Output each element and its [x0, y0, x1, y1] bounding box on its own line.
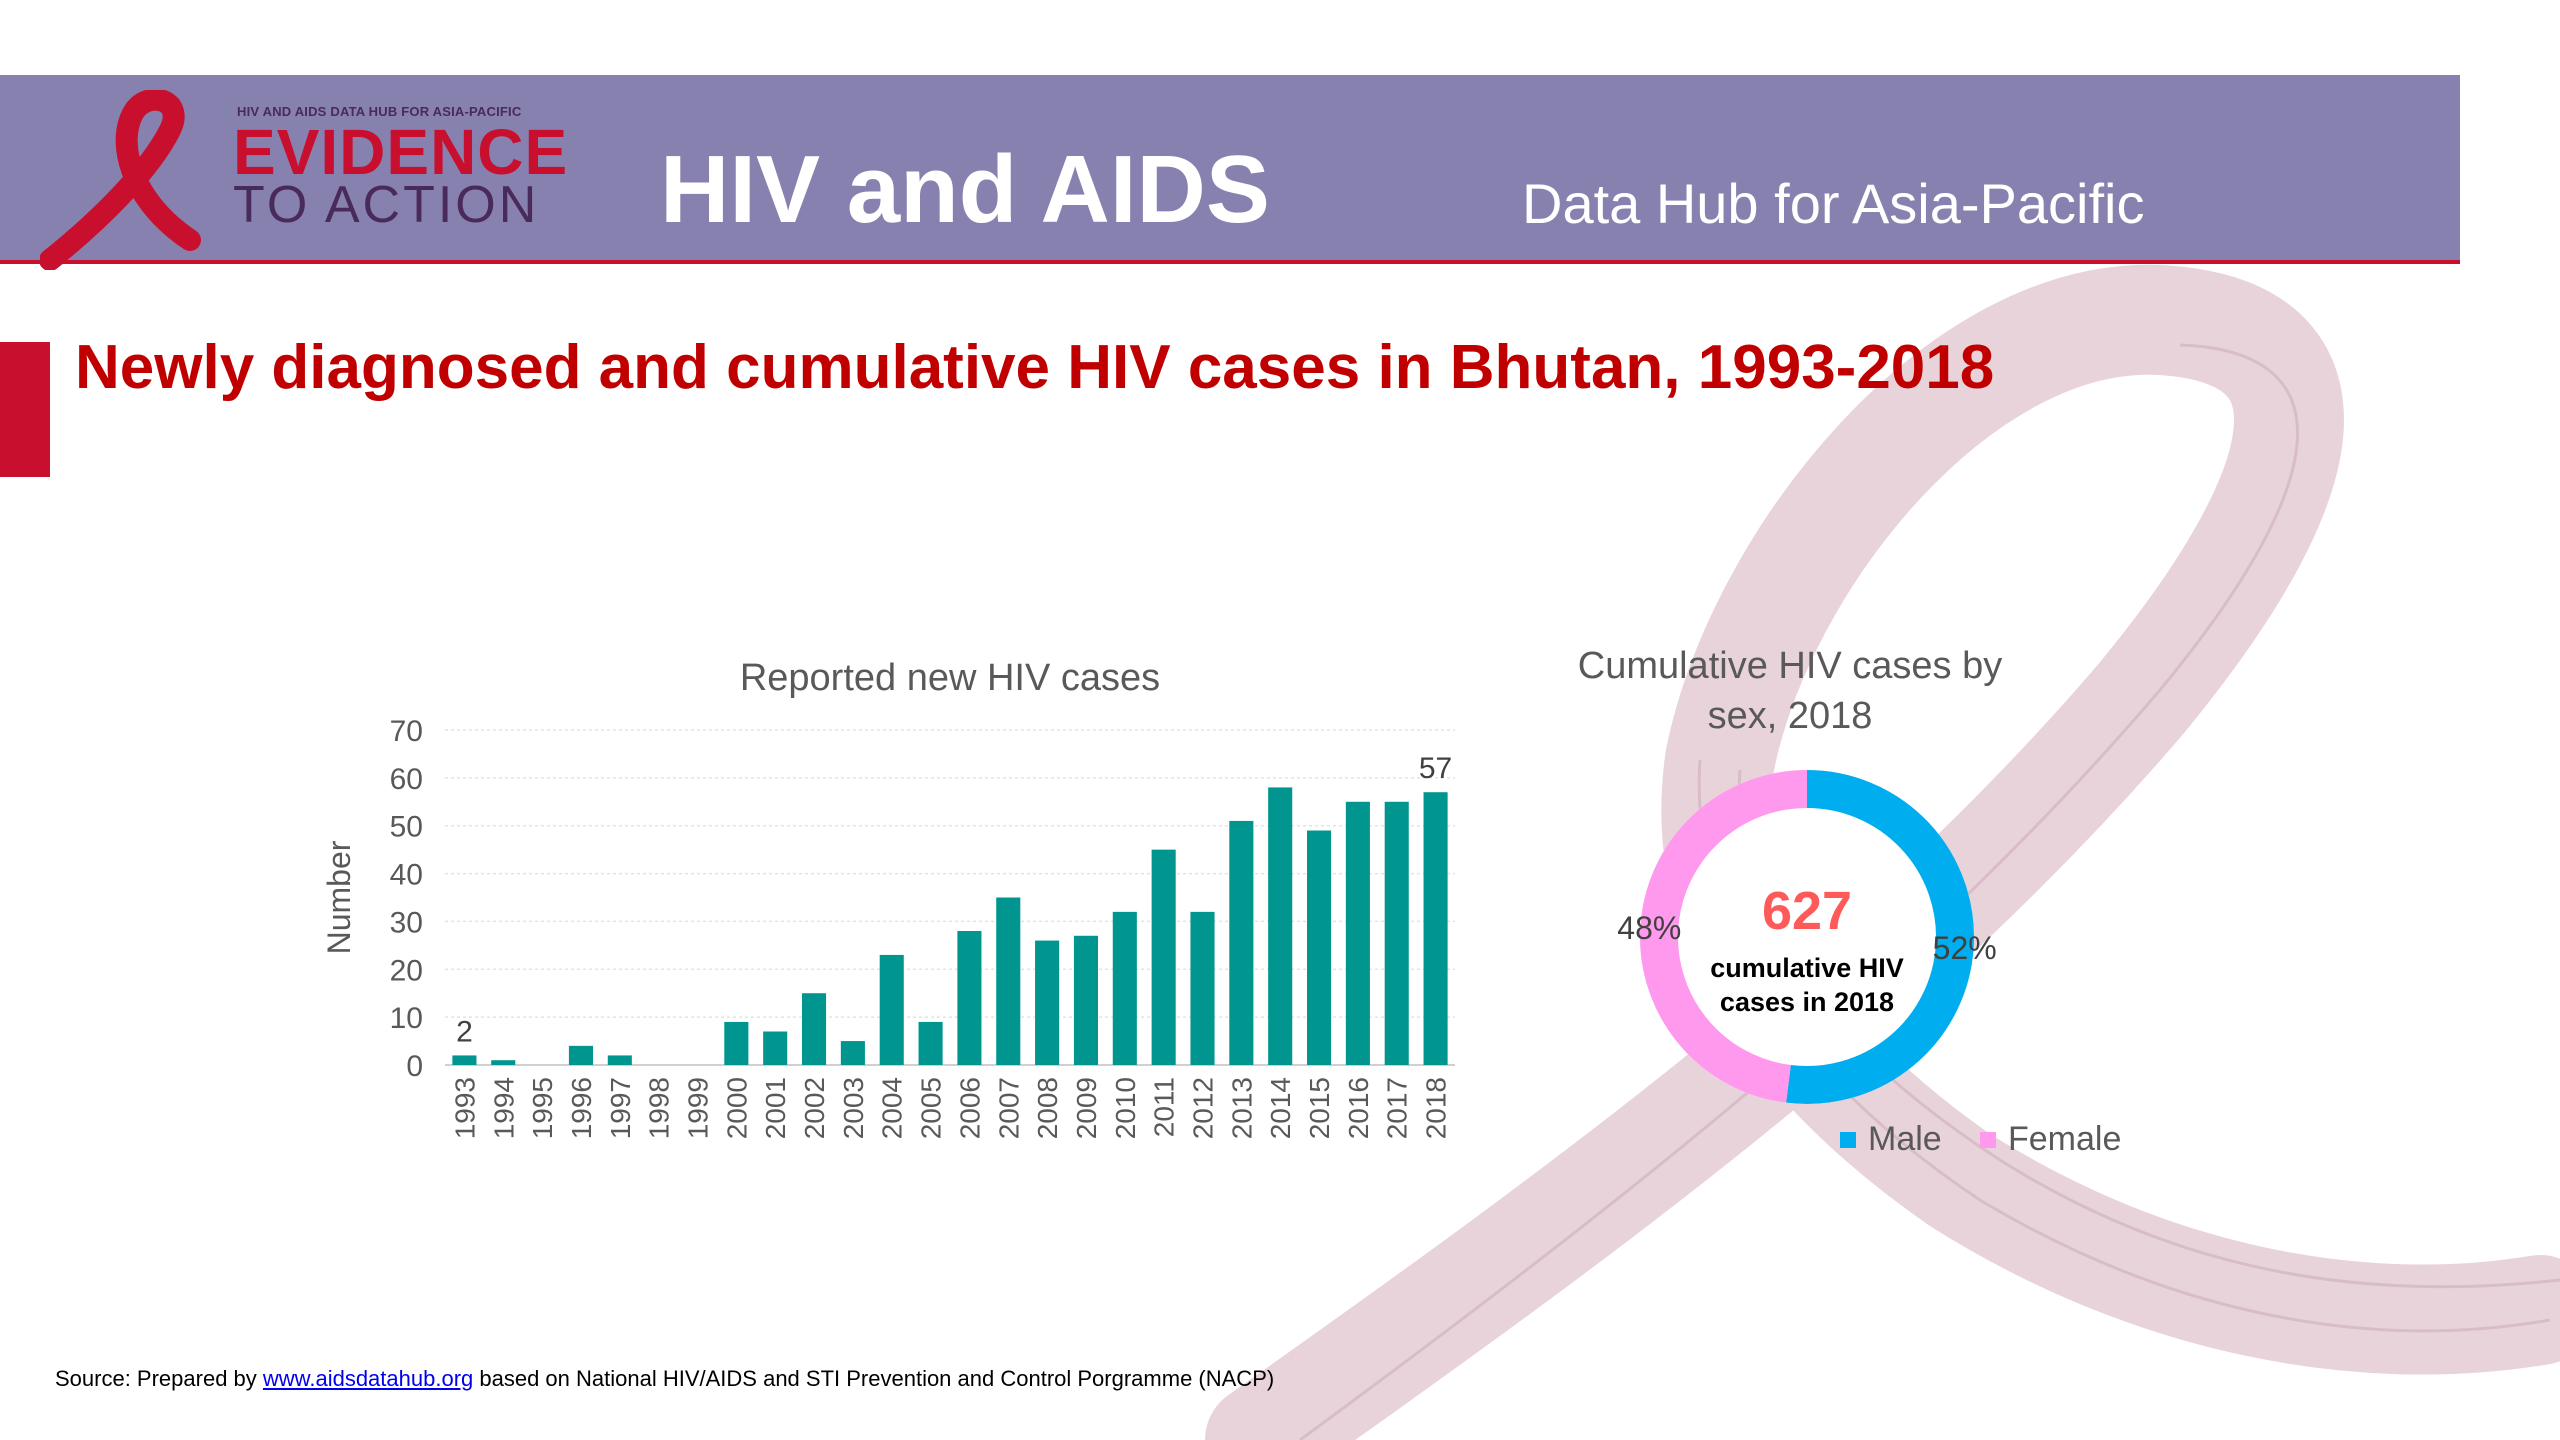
bar-2008	[1035, 940, 1060, 1065]
bar-1994	[491, 1060, 516, 1065]
bar-1993	[452, 1055, 477, 1065]
y-tick-label: 30	[390, 906, 423, 939]
title-marker	[0, 342, 50, 477]
source-prefix: Source: Prepared by	[55, 1366, 263, 1391]
x-tick-label: 1999	[683, 1077, 714, 1139]
bar-2009	[1073, 935, 1099, 1065]
x-tick-label: 2006	[954, 1077, 985, 1139]
donut-slice-male	[1786, 770, 1974, 1104]
x-tick-label: 2018	[1421, 1077, 1452, 1139]
donut-center-label-line1: cumulative HIV	[1710, 953, 1904, 983]
x-tick-label: 2008	[1032, 1077, 1063, 1139]
x-tick-label: 2003	[838, 1077, 869, 1139]
x-tick-label: 2011	[1149, 1077, 1180, 1137]
bar-2014	[1268, 787, 1293, 1065]
donut-slice-female	[1640, 770, 1808, 1103]
y-axis-label: Number	[321, 840, 357, 954]
bar-2010	[1112, 911, 1137, 1065]
donut-backdrop	[1640, 770, 1974, 1104]
logo-evidence-text: EVIDENCE	[233, 116, 569, 188]
donut-slice-label: 48%	[1617, 910, 1681, 946]
x-tick-label: 1994	[488, 1077, 519, 1139]
bar-2000	[724, 1021, 749, 1065]
bar-2005	[918, 1021, 943, 1065]
bar-data-label: 57	[1419, 752, 1452, 785]
y-tick-label: 40	[390, 859, 423, 892]
x-tick-label: 2002	[799, 1077, 830, 1139]
bar-2015	[1306, 830, 1332, 1065]
bar-2012	[1190, 911, 1215, 1065]
x-tick-label: 2013	[1226, 1077, 1257, 1139]
y-tick-label: 50	[390, 811, 423, 844]
logo-tagline: HIV AND AIDS DATA HUB FOR ASIA-PACIFIC	[237, 104, 522, 119]
x-tick-label: 2004	[877, 1077, 908, 1139]
bar-2017	[1384, 801, 1409, 1065]
y-tick-label: 60	[390, 763, 423, 796]
bar-2003	[840, 1041, 865, 1065]
bar-2001	[763, 1031, 788, 1065]
header-subtitle: Data Hub for Asia-Pacific	[1522, 172, 2145, 235]
source-link[interactable]: www.aidsdatahub.org	[262, 1366, 474, 1391]
header-title: HIV and AIDS	[660, 136, 1270, 243]
donut-center-label-line2: cases in 2018	[1720, 987, 1894, 1017]
bar-2007	[996, 897, 1021, 1065]
y-tick-label: 70	[390, 715, 423, 748]
x-tick-label: 2009	[1071, 1077, 1102, 1139]
source-note: Source: Prepared by www.aidsdatahub.org …	[55, 1366, 1274, 1392]
y-tick-label: 0	[406, 1050, 423, 1083]
bar-2006	[957, 931, 982, 1065]
bar-2018	[1423, 792, 1448, 1065]
x-tick-label: 2007	[993, 1077, 1024, 1139]
bar-2013	[1229, 820, 1254, 1065]
legend-swatch-female	[1980, 1132, 1996, 1148]
donut-chart: Cumulative HIV cases by sex, 2018 52% 48% 62…	[1578, 645, 2122, 1158]
x-tick-label: 2016	[1343, 1077, 1374, 1139]
donut-title-line1: Cumulative HIV cases by	[1578, 645, 2003, 687]
y-tick-label: 10	[390, 1002, 423, 1035]
x-tick-label: 1995	[527, 1077, 558, 1139]
donut-slice-label: 52%	[1933, 930, 1997, 966]
x-tick-label: 2001	[760, 1077, 791, 1139]
x-tick-label: 2000	[721, 1077, 752, 1139]
x-tick-label: 2005	[916, 1077, 947, 1139]
x-tick-label: 1998	[644, 1077, 675, 1139]
header-band	[0, 75, 2460, 264]
bar-2011	[1151, 849, 1176, 1065]
x-tick-label: 1993	[449, 1077, 480, 1139]
bar-2016	[1345, 801, 1370, 1065]
logo-to-action-text: TO ACTION	[233, 176, 540, 234]
bar-chart-title: Reported new HIV cases	[740, 657, 1160, 699]
x-tick-label: 2014	[1265, 1077, 1296, 1139]
legend-label-male: Male	[1868, 1120, 1942, 1158]
source-suffix: based on National HIV/AIDS and STI Preve…	[473, 1366, 1275, 1391]
legend-swatch-male	[1840, 1132, 1856, 1148]
x-tick-label: 2012	[1188, 1077, 1219, 1139]
legend-label-female: Female	[2008, 1120, 2121, 1158]
donut-title-line2: sex, 2018	[1708, 695, 1873, 737]
x-tick-label: 1996	[566, 1077, 597, 1139]
x-tick-label: 2017	[1382, 1077, 1413, 1139]
x-tick-label: 1997	[605, 1077, 636, 1139]
bar-2004	[879, 954, 904, 1065]
red-ribbon-logo-icon	[40, 90, 201, 270]
bar-1997	[607, 1055, 632, 1065]
bar-1996	[568, 1045, 594, 1065]
x-tick-label: 2015	[1304, 1077, 1335, 1139]
x-tick-label: 2010	[1110, 1077, 1141, 1139]
bar-data-label: 2	[456, 1015, 473, 1048]
donut-center-value: 627	[1762, 881, 1852, 941]
slide-title: Newly diagnosed and cumulative HIV cases…	[75, 333, 1995, 402]
y-tick-label: 20	[390, 954, 423, 987]
bar-2002	[801, 993, 827, 1065]
bar-chart: Reported new HIV cases Number 0 10 20 30 40 50 6…	[321, 657, 1455, 1139]
